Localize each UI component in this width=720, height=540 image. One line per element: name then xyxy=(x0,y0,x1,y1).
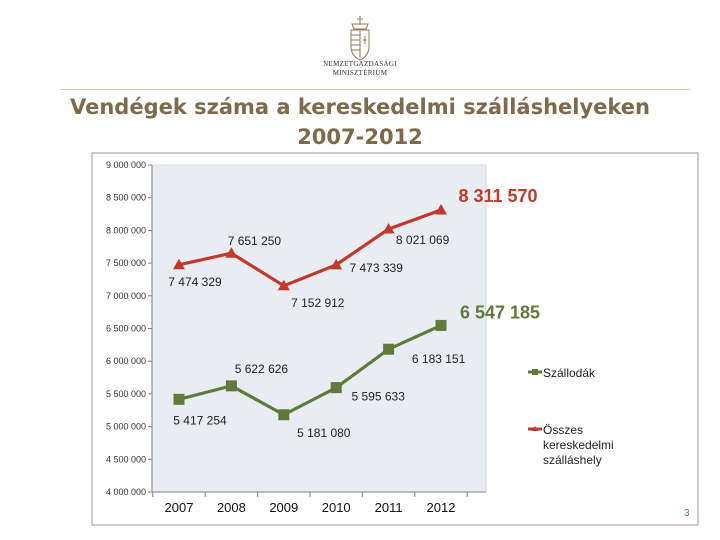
legend-label: Szállodák xyxy=(543,366,596,380)
hotel-point-marker xyxy=(435,319,447,331)
data-label: 7 473 339 xyxy=(350,261,404,275)
line-chart: 4 000 000 4 500 000 5 000 000 5 500 000 6 00… xyxy=(91,152,699,526)
y-tick-label: 6 500 000 xyxy=(106,324,146,334)
data-label: 7 651 250 xyxy=(228,234,282,248)
y-tick-label: 5 500 000 xyxy=(106,389,146,399)
slide-title: Vendégek száma a kereskedelmi szálláshel… xyxy=(60,92,660,152)
data-label: 6 183 151 xyxy=(412,352,466,366)
ministry-line-1: NEMZETGAZDASÁGI xyxy=(323,60,397,68)
x-tick-label: 2009 xyxy=(269,500,298,515)
legend-label: szálláshely xyxy=(543,453,602,467)
y-tick-label: 8 000 000 xyxy=(106,225,146,235)
y-tick-label: 4 000 000 xyxy=(106,487,146,497)
data-label: 5 595 633 xyxy=(352,390,406,404)
ministry-name: NEMZETGAZDASÁGI MINISZTÉRIUM xyxy=(300,60,420,78)
x-tick-label: 2008 xyxy=(217,500,246,515)
data-label: 5 181 080 xyxy=(297,426,351,440)
ministry-line-2: MINISZTÉRIUM xyxy=(332,69,388,77)
hotel-point-marker xyxy=(383,343,395,355)
y-tick-label: 4 500 000 xyxy=(106,454,146,464)
data-label: 7 152 912 xyxy=(291,296,345,310)
series-line-1 xyxy=(178,208,442,288)
data-label: 5 622 626 xyxy=(235,362,289,376)
title-line-1: Vendégek száma a kereskedelmi szálláshel… xyxy=(70,95,650,119)
hotel-point-marker xyxy=(225,380,237,392)
x-tick-label: 2007 xyxy=(165,500,194,515)
y-tick-label: 6 000 000 xyxy=(106,356,146,366)
data-label: 7 474 329 xyxy=(168,275,222,289)
data-label: 8 311 570 xyxy=(458,186,537,206)
header-divider xyxy=(60,89,690,90)
legend-label: kereskedelmi xyxy=(543,438,614,452)
x-tick-label: 2011 xyxy=(375,500,403,515)
y-tick-label: 9 000 000 xyxy=(106,160,146,170)
plot-area xyxy=(151,164,487,493)
x-tick-label: 2012 xyxy=(427,500,456,515)
data-label: 8 021 069 xyxy=(396,233,450,247)
series-line-2 xyxy=(178,323,442,417)
total-point-marker xyxy=(277,279,290,291)
coat-of-arms-icon xyxy=(350,16,370,61)
y-tick-label: 8 500 000 xyxy=(106,193,146,203)
x-tick-label: 2010 xyxy=(322,500,351,515)
legend-swatch-marker xyxy=(532,426,538,431)
total-point-marker xyxy=(173,258,185,270)
hotel-point-marker xyxy=(330,382,342,394)
y-tick-label: 7 000 000 xyxy=(106,291,146,301)
y-tick-label: 5 000 000 xyxy=(106,422,146,432)
legend-swatch-marker xyxy=(532,369,538,375)
total-point-marker xyxy=(382,223,395,234)
hotel-point-marker xyxy=(278,409,290,421)
chart-container: 4 000 000 4 500 000 5 000 000 5 500 000 6 00… xyxy=(0,150,720,530)
data-label: 6 547 185 xyxy=(460,302,540,322)
total-point-marker xyxy=(435,204,447,215)
page-number: 3 xyxy=(684,508,690,519)
y-tick-label: 7 500 000 xyxy=(106,258,146,268)
hotel-point-marker xyxy=(173,393,185,405)
total-point-marker xyxy=(330,258,343,270)
data-label: 5 417 254 xyxy=(173,413,227,427)
total-point-marker xyxy=(225,247,238,258)
legend-label: Összes xyxy=(543,423,583,437)
title-line-2: 2007-2012 xyxy=(297,125,423,149)
